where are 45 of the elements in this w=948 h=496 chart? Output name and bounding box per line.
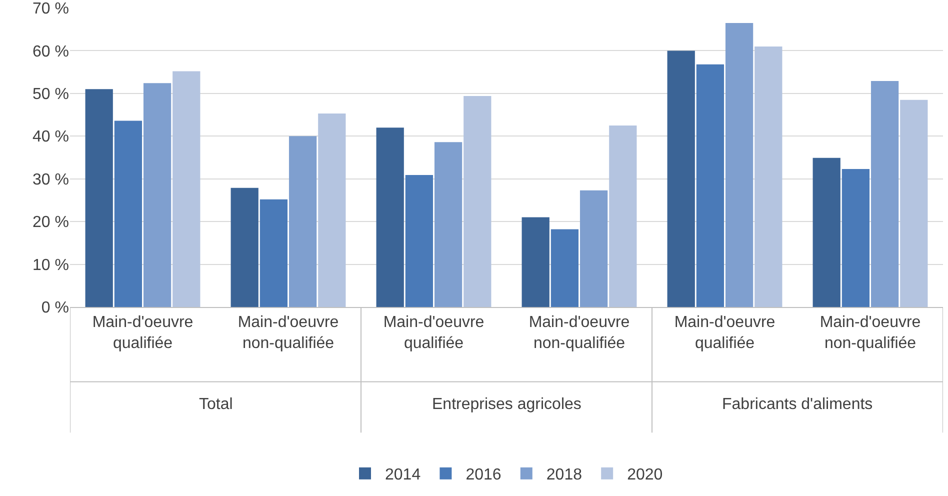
bar <box>114 120 142 307</box>
y-tick-label: 20 % <box>32 214 69 232</box>
bar <box>85 89 113 307</box>
y-tick-label: 30 % <box>32 171 69 188</box>
y-tick-label: 70 % <box>32 0 69 18</box>
bar <box>696 64 724 307</box>
bar <box>376 128 404 307</box>
legend-label: 2018 <box>546 466 582 484</box>
x-tick-label: Main-d'oeuvre qualifiée <box>92 314 194 352</box>
bar <box>318 114 346 307</box>
y-tick-label: 10 % <box>32 256 69 274</box>
bar <box>464 96 492 307</box>
bar <box>405 175 434 307</box>
bar <box>550 229 579 307</box>
legend-label: 2014 <box>385 466 421 484</box>
x-tick-label: Main-d'oeuvre qualifiée <box>674 314 776 352</box>
y-tick-label: 0 % <box>41 300 69 317</box>
bar <box>812 158 840 307</box>
bar <box>725 22 754 307</box>
legend-label: 2016 <box>466 466 502 484</box>
text: Fabricants d'aliments <box>722 396 873 413</box>
bar <box>260 199 288 307</box>
legend-label: 2020 <box>627 466 663 484</box>
bar <box>667 50 695 307</box>
bar <box>288 136 317 307</box>
y-tick-label: 40 % <box>32 128 69 146</box>
bar <box>900 100 928 307</box>
x-tick-label: Main-d'oeuvre non-qualifiée <box>238 314 339 352</box>
bar <box>172 71 200 307</box>
y-tick-label: 60 % <box>32 43 69 60</box>
bar <box>754 46 782 307</box>
bar <box>609 125 637 307</box>
x-tick-label: Main-d'oeuvre non-qualifiée <box>528 314 630 352</box>
x-tick-label: Main-d'oeuvre non-qualifiée <box>820 314 921 352</box>
bar <box>580 190 608 307</box>
x-tick-label: Main-d'oeuvre qualifiée <box>383 314 484 352</box>
bar <box>842 169 870 307</box>
bar <box>870 81 899 307</box>
bar <box>522 217 550 307</box>
bar <box>230 188 258 307</box>
text: Entreprises agricoles <box>432 396 582 413</box>
bar <box>143 83 172 307</box>
text: Total <box>199 396 233 413</box>
bar <box>434 142 462 307</box>
y-tick-label: 50 % <box>32 86 69 104</box>
